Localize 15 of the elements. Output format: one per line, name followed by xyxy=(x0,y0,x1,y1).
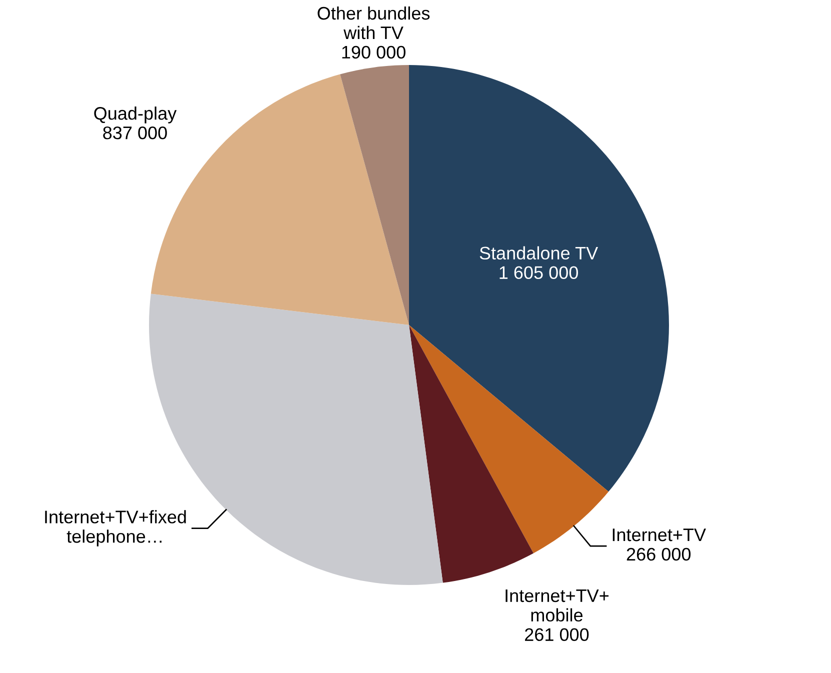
slice-label: Quad-play xyxy=(94,106,177,124)
pie-slice xyxy=(409,325,609,554)
pie-slice xyxy=(340,65,409,325)
slice-label: Standalone TV xyxy=(480,246,598,260)
data-label: 1 605 000 xyxy=(500,266,578,279)
data-label: 261 000 xyxy=(525,628,589,642)
data-label: 190 000 xyxy=(342,46,406,59)
slice-label: Internet+TV xyxy=(612,528,706,542)
pie-slice xyxy=(409,65,669,492)
data-label: 837 000 xyxy=(103,126,167,140)
pie-slice xyxy=(409,325,534,583)
slice-label: Internet+TV+ mobile xyxy=(506,590,609,622)
slice-label: Other bundles with TV xyxy=(318,6,430,40)
slice-label: Internet+TV+fixed telephone… xyxy=(45,510,186,546)
data-label: 266 000 xyxy=(626,548,691,561)
